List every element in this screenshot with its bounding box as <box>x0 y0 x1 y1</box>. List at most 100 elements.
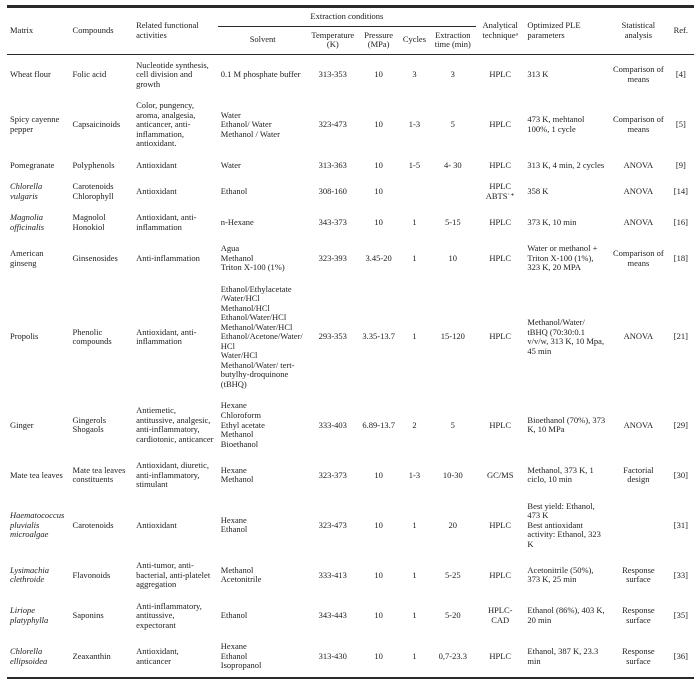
ref-cell: [21] <box>673 331 688 342</box>
col-header-compounds: Compounds <box>69 6 134 55</box>
activities-cell: Anti-inflammatory, antitussive, expector… <box>136 600 202 630</box>
statistical-analysis-cell <box>609 496 668 556</box>
compounds-cell: Gingerols Shogaols <box>72 414 107 435</box>
temperature-cell: 293-353 <box>318 331 347 342</box>
statistical-analysis-cell: Response surface <box>622 605 655 625</box>
statistical-analysis-cell: ANOVA <box>623 159 654 170</box>
extraction-time-cell: 3 <box>450 69 455 80</box>
optimized-ple-cell: 313 K <box>527 69 549 80</box>
ref-cell: [29] <box>673 419 688 430</box>
optimized-ple-cell: Water or methanol + Triton X-100 (1%), 3… <box>527 243 598 273</box>
optimized-ple-cell: Bioethanol (70%), 373 K, 10 MPa <box>527 414 606 435</box>
table-row: Mate tea leaves Mate tea leaves constitu… <box>7 455 694 496</box>
cycles-cell: 1-3 <box>408 469 421 480</box>
pressure-cell: 3.35-13.7 <box>362 331 395 342</box>
matrix-cell: Wheat flour <box>10 69 51 80</box>
col-header-activities: Related functional activities <box>133 6 218 55</box>
temperature-cell: 323-473 <box>318 119 347 130</box>
activities-cell: Antioxidant <box>136 159 177 170</box>
analytical-technique-cell: HPLC <box>489 69 512 80</box>
activities-cell: Color, pungency, aroma, analgesia, antic… <box>136 100 196 149</box>
compounds-cell: Mate tea leaves constituents <box>72 464 126 485</box>
pressure-cell: 10 <box>374 569 383 580</box>
pressure-cell: 10 <box>374 610 383 621</box>
matrix-cell: Lysimachia clethroide <box>10 564 49 585</box>
pressure-cell: 10 <box>374 650 383 661</box>
optimized-ple-cell: Acetonitrile (50%), 373 K, 25 min <box>527 564 594 585</box>
solvent-cell: Hexane Methanol <box>220 464 254 485</box>
solvent-cell: Hexane Ethanol <box>220 514 248 535</box>
cycles-cell: 1 <box>412 569 417 580</box>
temperature-cell: 313-353 <box>318 69 347 80</box>
col-header-cycles: Cycles <box>399 26 430 55</box>
compounds-cell: Flavonoids <box>72 569 111 580</box>
matrix-cell: American ginseng <box>10 248 44 268</box>
analytical-technique-cell: HPLC <box>489 119 512 130</box>
compounds-cell: Ginsenosides <box>72 252 118 263</box>
solvent-cell: Ethanol/Ethylacetate /Water/HCl Methanol… <box>220 283 303 389</box>
temperature-cell: 323-393 <box>318 252 347 263</box>
matrix-cell: Ginger <box>10 419 34 430</box>
matrix-cell: Spicy cayenne pepper <box>10 114 60 134</box>
col-header-solvent: Solvent <box>217 26 308 55</box>
pressure-cell: 10 <box>374 69 383 80</box>
cycles-cell: 1 <box>412 216 417 227</box>
solvent-cell: Ethanol <box>220 185 248 196</box>
statistical-analysis-cell: Response surface <box>622 646 655 666</box>
compounds-cell: Carotenoids Chlorophyll <box>72 181 114 201</box>
analytical-technique-cell: HPLC <box>489 650 512 661</box>
activities-cell: Antioxidant, anti-inflammation <box>136 212 197 232</box>
ref-cell: [4] <box>675 69 686 80</box>
col-header-statistical-analysis: Statistical analysis <box>609 6 668 55</box>
table-row: Propolis Phenolic compounds Antioxidant,… <box>7 279 694 396</box>
cycles-cell <box>399 176 429 207</box>
matrix-cell: Haematococcus pluvialis microalgae <box>10 510 65 540</box>
ref-cell: [16] <box>673 216 688 227</box>
optimized-ple-cell: 373 K, 10 min <box>527 216 577 227</box>
table-row: Liriope platyphylla Saponins Anti-inflam… <box>7 596 694 637</box>
cycles-cell: 1-5 <box>408 159 421 170</box>
optimized-ple-cell: Ethanol (86%), 403 K, 20 min <box>527 605 605 625</box>
table-row: American ginseng Ginsenosides Anti-infla… <box>7 238 694 279</box>
matrix-cell: Chlorella ellipsoidea <box>10 646 48 666</box>
extraction-time-cell: 5 <box>450 419 455 430</box>
extraction-time-cell: 5-25 <box>445 569 461 580</box>
ref-cell: [31] <box>673 519 688 530</box>
ref-cell: [36] <box>673 650 688 661</box>
pressure-cell: 3.45-20 <box>365 252 392 263</box>
solvent-cell: Hexane Ethanol Isopropanol <box>220 641 262 671</box>
matrix-cell: Propolis <box>10 331 39 342</box>
statistical-analysis-cell: Comparison of means <box>613 114 664 134</box>
optimized-ple-cell: Methanol/Water/ tBHQ (70:30:0.1 v/v/w, 3… <box>527 317 605 356</box>
table-row: Chlorella vulgaris Carotenoids Chlorophy… <box>7 176 694 207</box>
solvent-cell: n-Hexane <box>220 216 254 227</box>
col-header-extraction-conditions: Extraction conditions <box>217 6 477 27</box>
solvent-cell: Ethanol <box>220 610 248 621</box>
temperature-cell: 308-160 <box>318 185 347 196</box>
activities-cell: Anti-inflammation <box>136 252 200 263</box>
compounds-cell: Carotenoids <box>72 519 114 530</box>
temperature-cell: 333-403 <box>318 419 347 430</box>
optimized-ple-cell: 313 K, 4 min, 2 cycles <box>527 159 605 170</box>
ref-cell: [14] <box>673 185 688 196</box>
solvent-cell: Hexane Chloroform Ethyl acetate Methanol… <box>220 400 265 449</box>
analytical-technique-cell: HPLC <box>489 216 512 227</box>
optimized-ple-cell: 473 K, mehtanol 100%, 1 cycle <box>527 114 585 134</box>
temperature-cell: 343-373 <box>318 216 347 227</box>
analytical-technique-cell: HPLC <box>489 159 512 170</box>
temperature-cell: 313-363 <box>318 159 347 170</box>
matrix-cell: Chlorella vulgaris <box>10 181 43 201</box>
cycles-cell: 1 <box>412 252 417 263</box>
analytical-technique-cell: HPLC <box>489 331 512 342</box>
extraction-time-cell: 5 <box>450 119 455 130</box>
col-header-ref: Ref. <box>667 6 694 55</box>
pressure-cell: 10 <box>374 159 383 170</box>
extraction-time-cell <box>430 176 476 207</box>
col-header-analytical-technique: Analytical techniqueᵃ <box>476 6 525 55</box>
temperature-cell: 333-413 <box>318 569 347 580</box>
extraction-time-cell: 15-120 <box>440 331 465 342</box>
table-row: Ginger Gingerols Shogaols Antiemetic, an… <box>7 395 694 455</box>
col-header-extraction-time: Extraction time (min) <box>429 26 477 55</box>
ref-cell: [33] <box>673 569 688 580</box>
